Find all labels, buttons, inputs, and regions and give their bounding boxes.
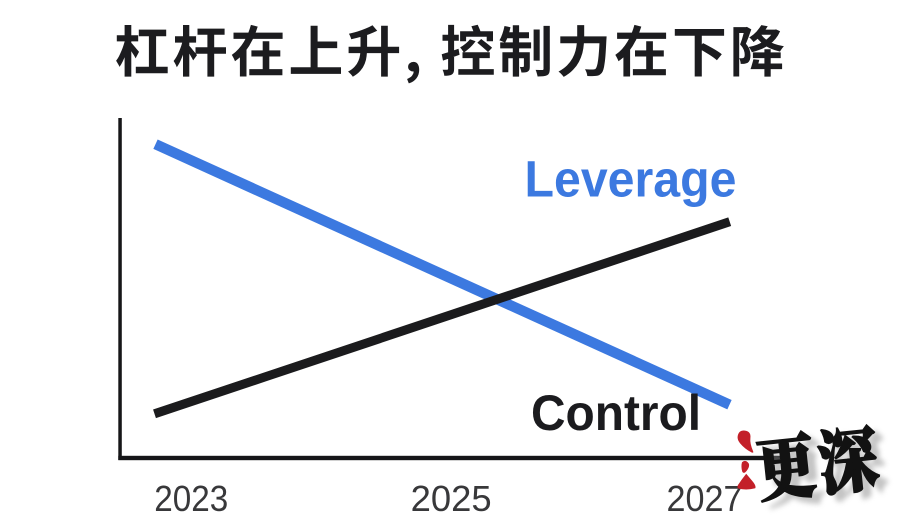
svg-text:2025: 2025 bbox=[411, 478, 492, 516]
svg-text:2023: 2023 bbox=[154, 478, 228, 516]
svg-text:Control: Control bbox=[531, 385, 701, 441]
svg-text:2027: 2027 bbox=[667, 478, 743, 516]
svg-text:Leverage: Leverage bbox=[525, 150, 737, 207]
